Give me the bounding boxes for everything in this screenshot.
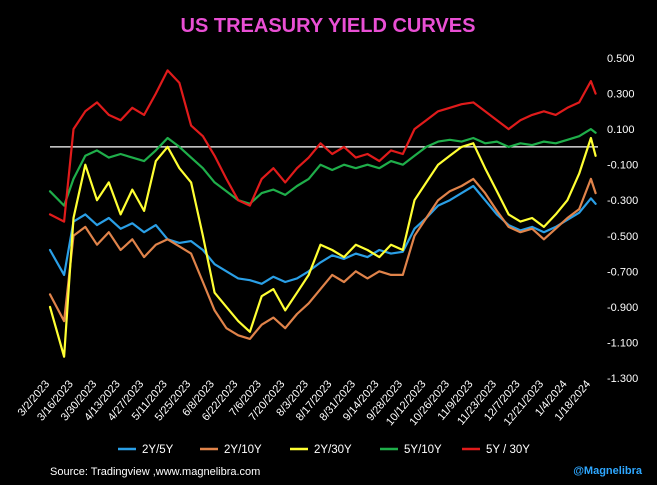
yield-curves-chart: US TREASURY YIELD CURVES 0.500 0.300 0.100… (0, 0, 657, 485)
y-tick-label: -0.300 (607, 195, 638, 207)
legend-label: 5Y / 30Y (486, 444, 530, 456)
y-tick-label: 0.100 (607, 124, 635, 136)
source-note: Source: Tradingview ,www.magnelibra.com (50, 466, 260, 478)
y-tick-label: 0.300 (607, 89, 635, 101)
chart-title: US TREASURY YIELD CURVES (181, 15, 476, 37)
legend-label: 2Y/10Y (224, 444, 262, 456)
legend-label: 5Y/10Y (404, 444, 442, 456)
y-tick-label: -1.100 (607, 337, 638, 349)
y-tick-label: -0.500 (607, 231, 638, 243)
y-tick-label: -0.900 (607, 302, 638, 314)
legend-label: 2Y/30Y (314, 444, 352, 456)
y-tick-label: -0.100 (607, 160, 638, 172)
legend-label: 2Y/5Y (142, 444, 174, 456)
y-tick-label: 0.500 (607, 53, 635, 65)
brand-handle[interactable]: @Magnelibra (573, 465, 643, 477)
y-tick-label: -0.700 (607, 266, 638, 278)
y-tick-label: -1.300 (607, 373, 638, 385)
